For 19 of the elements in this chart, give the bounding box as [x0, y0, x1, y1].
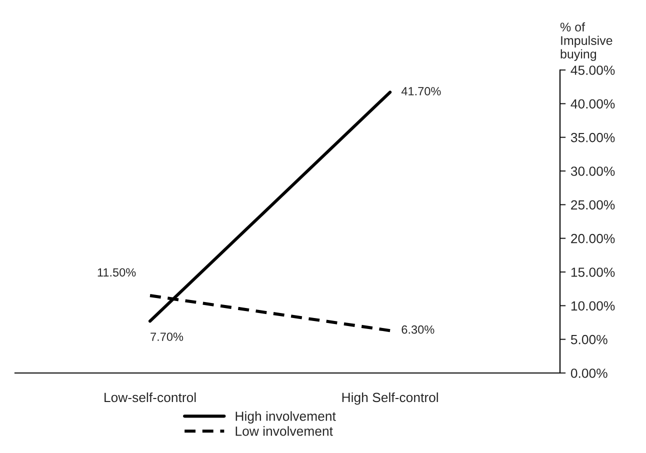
y-tick-label: 30.00%	[570, 166, 615, 176]
y-tick-label: 45.00%	[570, 66, 615, 75]
y-tick-label: 15.00%	[571, 268, 615, 277]
y-tick-label: 0.00%	[570, 368, 608, 378]
y-axis-title: % of Impulsive buying	[560, 22, 612, 61]
y-tick-label: 40.00%	[570, 99, 615, 109]
y-tick-label: 35.00%	[570, 132, 615, 142]
x-tick-label: High Self-control	[342, 392, 438, 405]
legend-label: High involvement	[236, 411, 336, 424]
data-label: 11.50%	[98, 268, 136, 277]
data-label: 41.70%	[401, 87, 441, 96]
data-label: 7.70%	[150, 332, 184, 341]
y-tick-label: 10.00%	[571, 301, 615, 311]
x-tick-label: Low-self-control	[104, 392, 196, 402]
y-tick-label: 20.00%	[571, 234, 615, 244]
data-label: 6.30%	[402, 325, 434, 334]
y-tick-label: 5.00%	[570, 334, 608, 344]
legend-label: Low involvement	[236, 426, 333, 436]
y-tick-label: 25.00%	[571, 200, 615, 210]
